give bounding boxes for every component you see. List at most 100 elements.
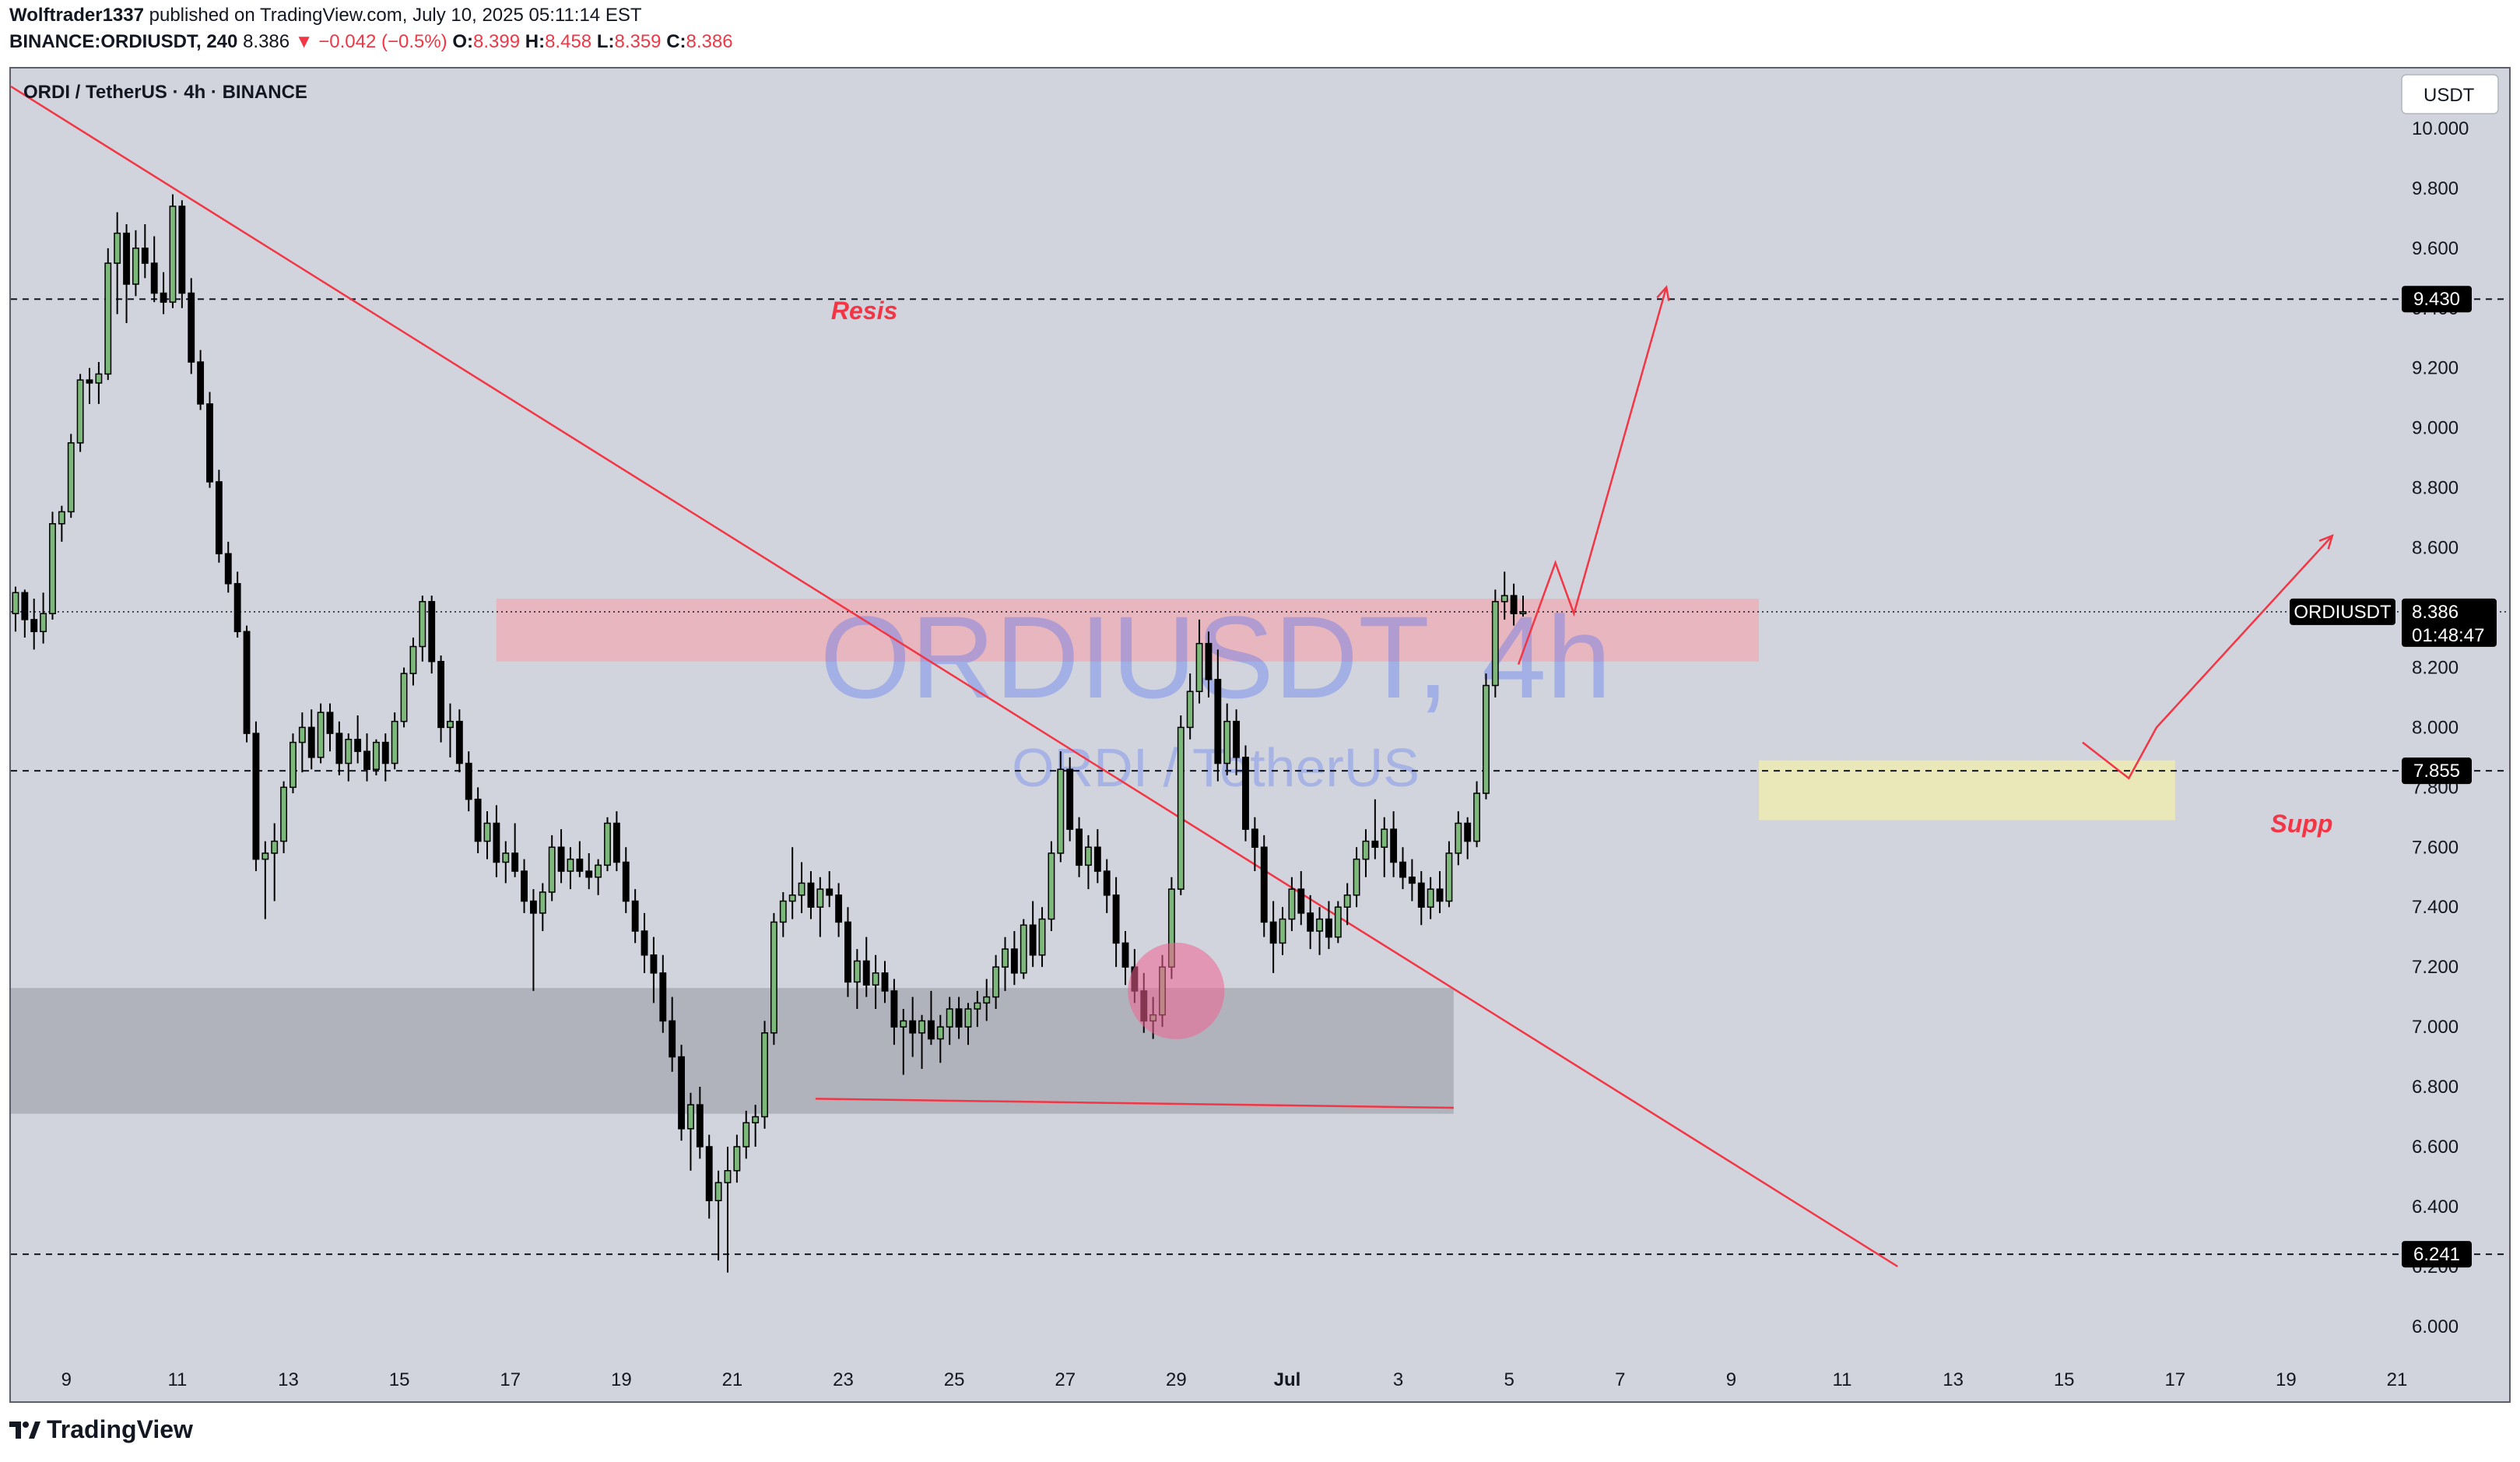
candle[interactable] <box>428 596 436 674</box>
candle[interactable] <box>58 505 65 542</box>
candle[interactable] <box>290 733 297 794</box>
candle[interactable] <box>1455 811 1462 866</box>
candle[interactable] <box>585 852 593 890</box>
candle[interactable] <box>354 715 362 764</box>
candle[interactable] <box>280 781 288 853</box>
candle[interactable] <box>261 841 269 919</box>
candle[interactable] <box>714 1170 722 1261</box>
candle[interactable] <box>1269 901 1277 973</box>
candle[interactable] <box>114 212 121 315</box>
candle[interactable] <box>1417 871 1425 926</box>
candle[interactable] <box>1371 799 1379 859</box>
candle[interactable] <box>409 637 417 686</box>
candle[interactable] <box>622 847 630 913</box>
candle[interactable] <box>1445 841 1453 908</box>
candle[interactable] <box>1464 817 1472 859</box>
candle[interactable] <box>946 996 953 1046</box>
candle[interactable] <box>307 709 315 770</box>
candle[interactable] <box>455 709 463 773</box>
candle[interactable] <box>1510 583 1518 626</box>
candle[interactable] <box>521 859 528 913</box>
candle[interactable] <box>1010 930 1018 986</box>
candle[interactable] <box>548 835 556 901</box>
candle[interactable] <box>1048 841 1055 931</box>
candle[interactable] <box>1325 901 1332 950</box>
candle[interactable] <box>1233 709 1241 775</box>
candle[interactable] <box>779 891 787 937</box>
candle[interactable] <box>1427 877 1434 919</box>
candle[interactable] <box>243 625 251 743</box>
candle[interactable] <box>742 1110 750 1159</box>
candle[interactable] <box>86 367 93 404</box>
candle[interactable] <box>511 823 519 877</box>
candle[interactable] <box>1483 673 1490 800</box>
candle[interactable] <box>1066 757 1074 842</box>
candle[interactable] <box>1334 901 1342 944</box>
candle[interactable] <box>335 721 343 775</box>
candle[interactable] <box>1020 919 1027 979</box>
candle[interactable] <box>30 598 38 650</box>
candle[interactable] <box>557 829 565 884</box>
candle[interactable] <box>400 667 408 728</box>
candle[interactable] <box>1121 930 1129 986</box>
candle[interactable] <box>529 889 537 991</box>
candle[interactable] <box>12 586 19 632</box>
candle[interactable] <box>1353 847 1360 908</box>
candle[interactable] <box>67 434 75 518</box>
candle[interactable] <box>612 811 620 872</box>
candle[interactable] <box>964 1003 972 1046</box>
candle[interactable] <box>696 1087 704 1159</box>
candle[interactable] <box>909 996 917 1057</box>
candle[interactable] <box>788 847 796 919</box>
projection-path-2[interactable] <box>2082 535 2333 780</box>
candle[interactable] <box>539 883 546 931</box>
candle[interactable] <box>483 811 491 859</box>
candle[interactable] <box>104 248 112 381</box>
candle[interactable] <box>345 733 353 782</box>
candle[interactable] <box>669 996 676 1072</box>
candle[interactable] <box>659 954 667 1033</box>
candle[interactable] <box>900 1009 907 1075</box>
candle[interactable] <box>1002 937 1009 991</box>
candle[interactable] <box>160 272 167 315</box>
candle[interactable] <box>150 236 158 303</box>
candle[interactable] <box>1112 877 1120 968</box>
candle[interactable] <box>881 961 889 1003</box>
candle[interactable] <box>1195 619 1203 704</box>
candle[interactable] <box>363 733 370 782</box>
candle[interactable] <box>252 721 260 872</box>
candle[interactable] <box>641 912 648 973</box>
candle[interactable] <box>1491 589 1499 698</box>
candle[interactable] <box>1029 901 1037 968</box>
candle[interactable] <box>798 862 805 913</box>
candle[interactable] <box>724 1146 732 1273</box>
candle[interactable] <box>493 805 500 877</box>
candle[interactable] <box>733 1134 741 1183</box>
candle[interactable] <box>974 990 981 1028</box>
chart-frame[interactable]: ORDIUSDT, 4h ORDI / TetherUS Resis Supp 6.… <box>9 67 2511 1403</box>
candle[interactable] <box>1242 745 1249 842</box>
author-name[interactable]: Wolftrader1337 <box>9 5 144 26</box>
candle[interactable] <box>1093 829 1101 884</box>
candle[interactable] <box>317 703 325 764</box>
candle[interactable] <box>1343 883 1351 926</box>
candle[interactable] <box>1390 811 1398 877</box>
candle[interactable] <box>1057 751 1065 863</box>
candle[interactable] <box>595 859 602 895</box>
candle[interactable] <box>1186 673 1194 740</box>
candle[interactable] <box>752 1105 760 1147</box>
candle[interactable] <box>178 200 186 308</box>
candle[interactable] <box>40 592 47 644</box>
candle[interactable] <box>761 1021 768 1129</box>
candle[interactable] <box>502 841 510 884</box>
candle[interactable] <box>853 949 861 1010</box>
candle[interactable] <box>419 596 426 662</box>
flat-support-line[interactable] <box>815 1098 1454 1109</box>
candle[interactable] <box>631 889 639 944</box>
candle[interactable] <box>233 571 241 638</box>
candle[interactable] <box>992 954 1000 1010</box>
candle[interactable] <box>1399 847 1406 890</box>
candle[interactable] <box>437 655 445 743</box>
candle[interactable] <box>447 703 454 757</box>
candle[interactable] <box>1500 571 1508 620</box>
